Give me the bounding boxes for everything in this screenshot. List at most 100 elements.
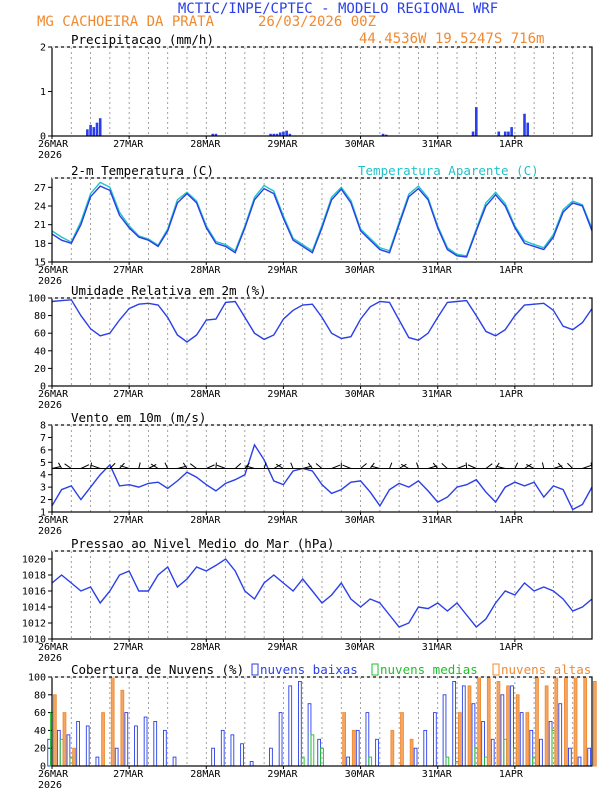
cloud-bar-nuvens-altas (72, 747, 76, 767)
x-tick-label: 30MAR (345, 265, 376, 276)
wind-barb (370, 465, 380, 469)
legend-swatch (251, 663, 259, 676)
x-tick-label: 30MAR (345, 769, 376, 780)
wind-barb (398, 463, 407, 469)
wind-barb (138, 462, 141, 469)
cloud-bar-nuvens-altas (467, 685, 472, 767)
cloud-bar-nuvens-altas (101, 712, 105, 767)
wind-barb (148, 464, 157, 469)
x-tick-label: 31MAR (422, 642, 453, 653)
panel-frame (51, 550, 593, 640)
wind-barb (120, 465, 130, 469)
precip-bar (92, 127, 96, 136)
wind-barb (164, 462, 169, 469)
cloud-bar-nuvens-baixas (490, 738, 495, 767)
y-tick-label: 0 (40, 382, 46, 393)
cloud-bar-nuvens-altas (496, 681, 501, 767)
y-tick-label: 1016 (22, 587, 46, 598)
precip-bar (214, 133, 218, 136)
x-tick-label: 26MAR (38, 265, 69, 276)
y-tick-label: 4 (40, 470, 46, 481)
wind-barb (541, 462, 545, 469)
wind-barb (150, 463, 159, 469)
precip-bar (285, 130, 288, 136)
wind-barb (416, 462, 419, 469)
wind-barb (80, 464, 90, 469)
x-tick-label: 26MAR (38, 642, 69, 653)
x-tick-label: 31MAR (422, 769, 453, 780)
panel-title: 2-m Temperatura (C) (71, 163, 214, 178)
panel-title: Umidade Relativa em 2m (%) (71, 283, 267, 298)
cloud-bar-nuvens-baixas (346, 756, 350, 767)
cloud-bar-nuvens-baixas (558, 703, 563, 767)
y-tick-label: 40 (34, 726, 46, 737)
cloud-bar-nuvens-baixas (519, 712, 524, 767)
wind-panel: 1 23 45 678 26MAR 27MAR 28MAR 29MAR 30MAR 31MAR 1A… (38, 410, 593, 537)
x-year-label: 2026 (38, 400, 62, 411)
precip-bar (282, 131, 285, 136)
cloud-bar-nuvens-altas (351, 729, 356, 767)
cloud-bar-nuvens-altas (342, 712, 346, 767)
wind-barb (514, 462, 519, 469)
cloud-bar-nuvens-altas (573, 676, 578, 767)
x-tick-label: 31MAR (422, 265, 453, 276)
precip-bar (510, 127, 513, 136)
x-tick-label: 28MAR (190, 389, 221, 400)
wind-barb (307, 462, 313, 469)
cloud-bar-nuvens-baixas (539, 738, 543, 767)
wind-barb (64, 463, 72, 469)
x-tick-label: 27MAR (113, 769, 144, 780)
precip-bar (381, 133, 385, 136)
y-tick-label: 60 (34, 329, 46, 340)
x-tick-label: 29MAR (267, 515, 298, 526)
cloud-bar-nuvens-baixas (249, 761, 254, 767)
y-tick-label: 27 (34, 183, 46, 194)
temperature-panel: 15 18 21 24 27 26MAR 27MAR 28MAR 29MAR 30MAR 31MAR… (34, 163, 593, 287)
cloud-bar-nuvens-baixas (577, 756, 582, 767)
y-tick-label: 2 (40, 43, 46, 54)
wind-barb (244, 462, 250, 469)
cloud-bar-nuvens-altas (390, 729, 395, 767)
wind-barb (290, 462, 294, 469)
x-tick-label: 27MAR (113, 389, 144, 400)
x-year-label: 2026 (38, 780, 62, 791)
wind-barb (275, 463, 284, 469)
wind-barb (91, 464, 101, 469)
wind-barb (526, 464, 535, 469)
cloud-bar-nuvens-altas (535, 676, 539, 767)
x-tick-label: 31MAR (422, 515, 453, 526)
precip-bar (507, 131, 510, 136)
precip-bar (288, 133, 292, 136)
y-tick-label: 1010 (22, 635, 46, 646)
y-tick-label: 100 (28, 294, 46, 305)
x-tick-label: 28MAR (190, 265, 221, 276)
wind-barb (206, 464, 215, 469)
precip-bar (211, 133, 215, 136)
wind-barb (557, 462, 564, 469)
cloud-bar-nuvens-medias (445, 756, 450, 767)
wind-barb (456, 464, 466, 469)
cloud-bar-nuvens-baixas (433, 712, 437, 767)
x-tick-label: 1APR (499, 389, 524, 400)
y-tick-label: 1012 (22, 619, 46, 630)
header-run: 26/03/2026 00Z (258, 14, 376, 30)
wind-barb (234, 463, 242, 469)
x-tick-label: 1APR (499, 515, 524, 526)
cloud-bar-nuvens-altas (409, 738, 414, 767)
cloud-bar-nuvens-baixas (568, 747, 572, 767)
cloud-bar-nuvens-baixas (452, 681, 457, 767)
x-tick-label: 30MAR (345, 642, 376, 653)
series-line-2-m-temperatura (51, 185, 593, 258)
panel-title: Vento em 10m (m/s) (71, 410, 206, 425)
cloud-bar-nuvens-baixas (278, 712, 283, 767)
y-tick-label: 15 (34, 258, 46, 269)
series-line-temperatura-aparente (51, 181, 593, 257)
y-tick-label: 1018 (22, 571, 46, 582)
cloud-bar-nuvens-altas (525, 712, 530, 767)
x-tick-label: 1APR (499, 265, 524, 276)
precip-bar (278, 132, 282, 136)
wind-barb (302, 465, 312, 469)
cloud-bar-nuvens-baixas (461, 685, 466, 767)
x-year-label: 2026 (38, 526, 62, 537)
